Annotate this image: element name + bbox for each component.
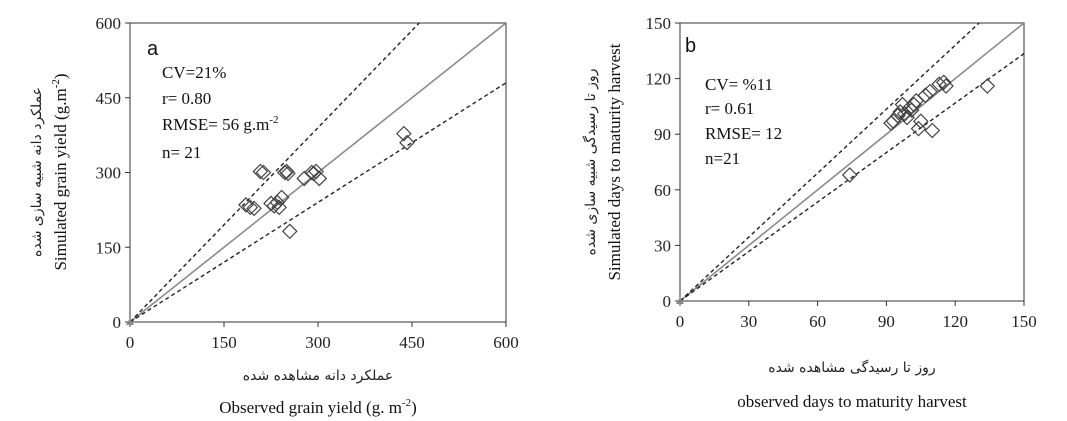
y-tick-label: 300 [96, 164, 122, 183]
y-axis-label: عملکرد دانه شبیه سازی شده Simulated grai… [29, 73, 70, 270]
dashed-bound-line [130, 82, 506, 322]
stat-rmse: RMSE= 56 g.m-2 [162, 114, 279, 134]
data-point-diamond [885, 113, 902, 130]
y-tick-label: 150 [646, 14, 672, 33]
dashed-bound-line [680, 53, 1024, 301]
stats-block: CV= %11 r= 0.61 RMSE= 12 n=21 [705, 75, 782, 168]
x-tick-label: 0 [676, 312, 685, 331]
data-point-diamond [841, 167, 858, 183]
data-point-diamond [238, 197, 254, 213]
x-tick-label: 300 [305, 333, 331, 352]
x-axis-label-en: Observed grain yield (g. m-2) [219, 397, 417, 417]
stat-cv: CV=21% [162, 63, 226, 82]
y-tick-label: 120 [646, 70, 672, 89]
x-tick-label: 30 [740, 312, 757, 331]
y-axis-label: روز تا رسیدگی شبیه سازی شده Simulated da… [582, 43, 624, 280]
data-point-diamond [917, 87, 934, 104]
data-point-diamond [979, 78, 996, 94]
x-axis-label-en: observed days to maturity harvest [737, 392, 967, 411]
stat-r: r= 0.80 [162, 89, 211, 108]
x-tick-label: 150 [211, 333, 237, 352]
x-tick-label: 90 [878, 312, 895, 331]
y-tick-label: 450 [96, 89, 122, 108]
x-tick-label: 600 [493, 333, 519, 352]
data-point-diamond [311, 170, 328, 187]
data-point-diamond [899, 109, 915, 126]
y-tick-label: 150 [96, 238, 122, 257]
chart-panel-a: 0 150 300 450 600 0 150 300 450 600 a CV=21% r= 0… [29, 14, 519, 417]
y-axis-label-fa: عملکرد دانه شبیه سازی شده [29, 87, 45, 257]
x-tick-label: 60 [809, 312, 826, 331]
dashed-bound-line [680, 23, 981, 301]
data-point-diamond [935, 74, 952, 91]
x-tick-label: 120 [942, 312, 968, 331]
y-axis-label-en: Simulated grain yield (g.m-2) [50, 73, 70, 270]
y-axis-label-en: Simulated days to maturity harvest [605, 43, 624, 280]
panel-label: b [685, 35, 696, 57]
data-point-diamond [890, 107, 906, 124]
data-point-diamond [266, 198, 282, 214]
x-axis-label-fa: روز تا رسیدگی مشاهده شده [768, 359, 935, 376]
data-point-diamond [242, 199, 259, 216]
panel-label: a [147, 38, 159, 60]
data-point-diamond [281, 223, 298, 240]
stat-n: n= 21 [162, 143, 201, 162]
data-point-diamond [924, 122, 941, 139]
chart-panel-b: 0 30 60 90 120 150 0 30 60 90 120 150 b CV= %11 r= … [582, 14, 1037, 411]
y-tick-label: 30 [654, 236, 671, 255]
y-tick-label: 90 [654, 125, 671, 144]
data-point-diamond [273, 189, 290, 206]
data-point-diamond [276, 164, 293, 181]
stat-n: n=21 [705, 149, 740, 168]
data-point-diamond [908, 92, 925, 109]
data-point-diamond [399, 134, 415, 151]
x-tick-label: 150 [1011, 312, 1037, 331]
one-to-one-line [680, 23, 1024, 301]
data-point-diamond [883, 115, 899, 131]
data-point-diamond [269, 194, 286, 211]
data-point-diamond [246, 200, 262, 217]
reference-lines [680, 23, 1024, 301]
stat-cv: CV= %11 [705, 75, 773, 94]
data-point-diamond [922, 83, 938, 100]
y-tick-label: 0 [113, 313, 122, 332]
y-tick-label: 60 [654, 181, 671, 200]
y-axis-label-fa: روز تا رسیدگی شبیه سازی شده [582, 69, 599, 256]
x-tick-label: 450 [399, 333, 425, 352]
data-point-diamond [894, 96, 911, 113]
data-point-diamond [906, 96, 922, 113]
origin-marker [126, 318, 134, 325]
y-tick-label: 600 [96, 14, 122, 33]
stats-block: CV=21% r= 0.80 RMSE= 56 g.m-2 n= 21 [162, 63, 279, 162]
data-point-diamond [938, 78, 954, 94]
data-point-diamond [912, 113, 929, 130]
data-point-diamond [896, 105, 913, 122]
stat-rmse: RMSE= 12 [705, 124, 782, 143]
origin-marker [676, 297, 684, 304]
data-point-diamond [396, 125, 412, 142]
data-point-diamond [308, 163, 324, 180]
data-point-diamond [303, 164, 320, 181]
x-tick-label: 0 [126, 333, 135, 352]
data-point-diamond [280, 165, 296, 182]
x-axis-label-fa: عملکرد دانه مشاهده شده [243, 368, 393, 384]
plot-area-frame [679, 22, 1025, 302]
data-point-diamond [255, 164, 272, 181]
data-point-diamond [252, 163, 269, 180]
y-tick-label: 0 [663, 292, 672, 311]
stat-r: r= 0.61 [705, 99, 754, 118]
data-point-diamond [271, 199, 287, 216]
